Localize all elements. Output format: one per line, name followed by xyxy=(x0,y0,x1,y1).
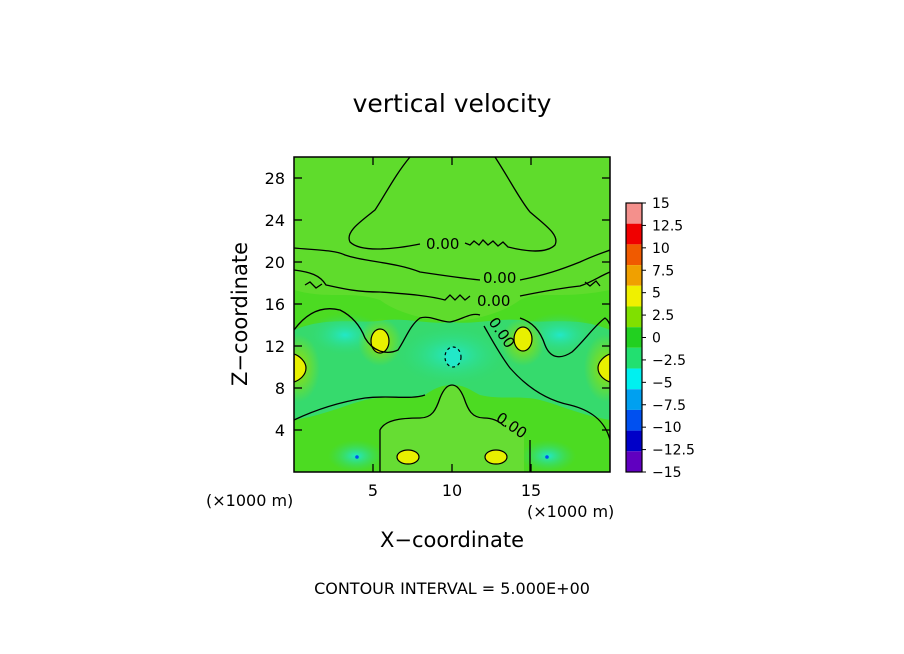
colorbar-label-6: 0 xyxy=(652,331,661,347)
zero-contour-right-small xyxy=(584,280,601,287)
contour-label-1: 0.00 xyxy=(426,235,459,253)
colorbar-label-4: 5 xyxy=(652,286,661,302)
positive-max-left-edge xyxy=(294,353,307,383)
field-upper-region xyxy=(294,157,610,322)
chart-title: vertical velocity xyxy=(353,89,552,118)
positive-max-upper-right xyxy=(513,326,533,352)
colorbar-label-10: −10 xyxy=(652,420,682,436)
y-tick-label-5: 24 xyxy=(265,211,285,230)
positive-column xyxy=(380,385,524,472)
colorbar-label-1: 12.5 xyxy=(652,218,683,234)
positive-max-right-edge xyxy=(597,353,610,383)
y-tick-label-4: 20 xyxy=(265,253,285,272)
colorbar-swatch-2 xyxy=(626,244,642,266)
positive-max-upper-left xyxy=(370,328,390,354)
y-tick-label-3: 16 xyxy=(265,295,285,314)
zero-contour-lower-right-loop xyxy=(519,317,610,358)
y-tick-label-6: 28 xyxy=(265,169,285,188)
colorbar-swatch-6 xyxy=(626,327,642,348)
y-tick-label-1: 8 xyxy=(275,379,285,398)
x-unit-left: (×1000 m) xyxy=(206,491,293,510)
x-tick-label-2: 15 xyxy=(521,481,541,500)
x-axis-label: X−coordinate xyxy=(380,528,524,552)
x-axis: 5 10 15 xyxy=(368,157,541,500)
contour-label-2: 0.00 xyxy=(483,269,516,287)
colorbar-label-11: −12.5 xyxy=(652,443,695,459)
colorbar-label-5: 2.5 xyxy=(652,308,674,324)
colorbar-label-12: −15 xyxy=(652,465,682,481)
negative-min-center xyxy=(444,346,462,368)
negative-min-bottom-left xyxy=(355,455,359,459)
colorbar: 15 12.5 10 7.5 5 2.5 0 −2.5 −5 −7.5 −10 −12.5 −15 xyxy=(625,196,695,481)
zero-contour-top-dome xyxy=(348,157,557,252)
colorbar-swatch-7 xyxy=(626,347,642,369)
y-tick-label-0: 4 xyxy=(275,421,285,440)
zero-contour-middle-band xyxy=(294,269,610,301)
colorbar-label-8: −5 xyxy=(652,375,673,391)
positive-halo-right-edge xyxy=(584,334,610,402)
zero-contour-lower-left-loop xyxy=(294,308,481,353)
zero-contour-left-small xyxy=(304,281,323,289)
zero-contour-center-column xyxy=(379,384,531,472)
y-axis-label: Z−coordinate xyxy=(228,242,252,386)
colorbar-swatch-11 xyxy=(626,430,642,452)
colorbar-swatch-0 xyxy=(626,203,642,224)
positive-max-lower-left xyxy=(396,449,420,465)
colorbar-label-2: 10 xyxy=(652,241,670,257)
positive-max-lower-right xyxy=(484,449,508,465)
x-tick-label-0: 5 xyxy=(368,481,378,500)
zero-contour-upper-band xyxy=(294,247,610,281)
x-unit-right: (×1000 m) xyxy=(527,502,614,521)
plot-area: 0.00 0.00 0.00 0.00 0.00 xyxy=(294,157,610,472)
y-axis: 4 8 12 16 20 24 28 xyxy=(265,169,610,440)
colorbar-label-7: −2.5 xyxy=(652,353,686,369)
y-tick-label-2: 12 xyxy=(265,337,285,356)
zero-contour-left-lower xyxy=(294,394,426,421)
zero-contours xyxy=(294,157,610,472)
x-tick-label-1: 10 xyxy=(442,481,462,500)
colorbar-swatch-9 xyxy=(626,389,642,410)
colorbar-swatch-3 xyxy=(626,265,642,286)
colorbar-swatch-4 xyxy=(626,285,642,307)
negative-min-bottom-right xyxy=(545,455,549,459)
colorbar-label-9: −7.5 xyxy=(652,398,686,414)
colorbar-label-3: 7.5 xyxy=(652,263,674,279)
colorbar-swatch-1 xyxy=(626,223,642,245)
positive-halo-left-edge xyxy=(294,334,320,402)
colorbar-swatch-10 xyxy=(626,409,642,431)
colorbar-label-0: 15 xyxy=(652,196,670,212)
colorbar-swatch-5 xyxy=(626,306,642,328)
contour-label-3: 0.00 xyxy=(477,292,510,310)
contour-interval-note: CONTOUR INTERVAL = 5.000E+00 xyxy=(314,579,590,598)
zero-contour-diagonal xyxy=(483,325,610,441)
colorbar-swatch-8 xyxy=(626,368,642,390)
colorbar-swatch-12 xyxy=(626,451,642,472)
